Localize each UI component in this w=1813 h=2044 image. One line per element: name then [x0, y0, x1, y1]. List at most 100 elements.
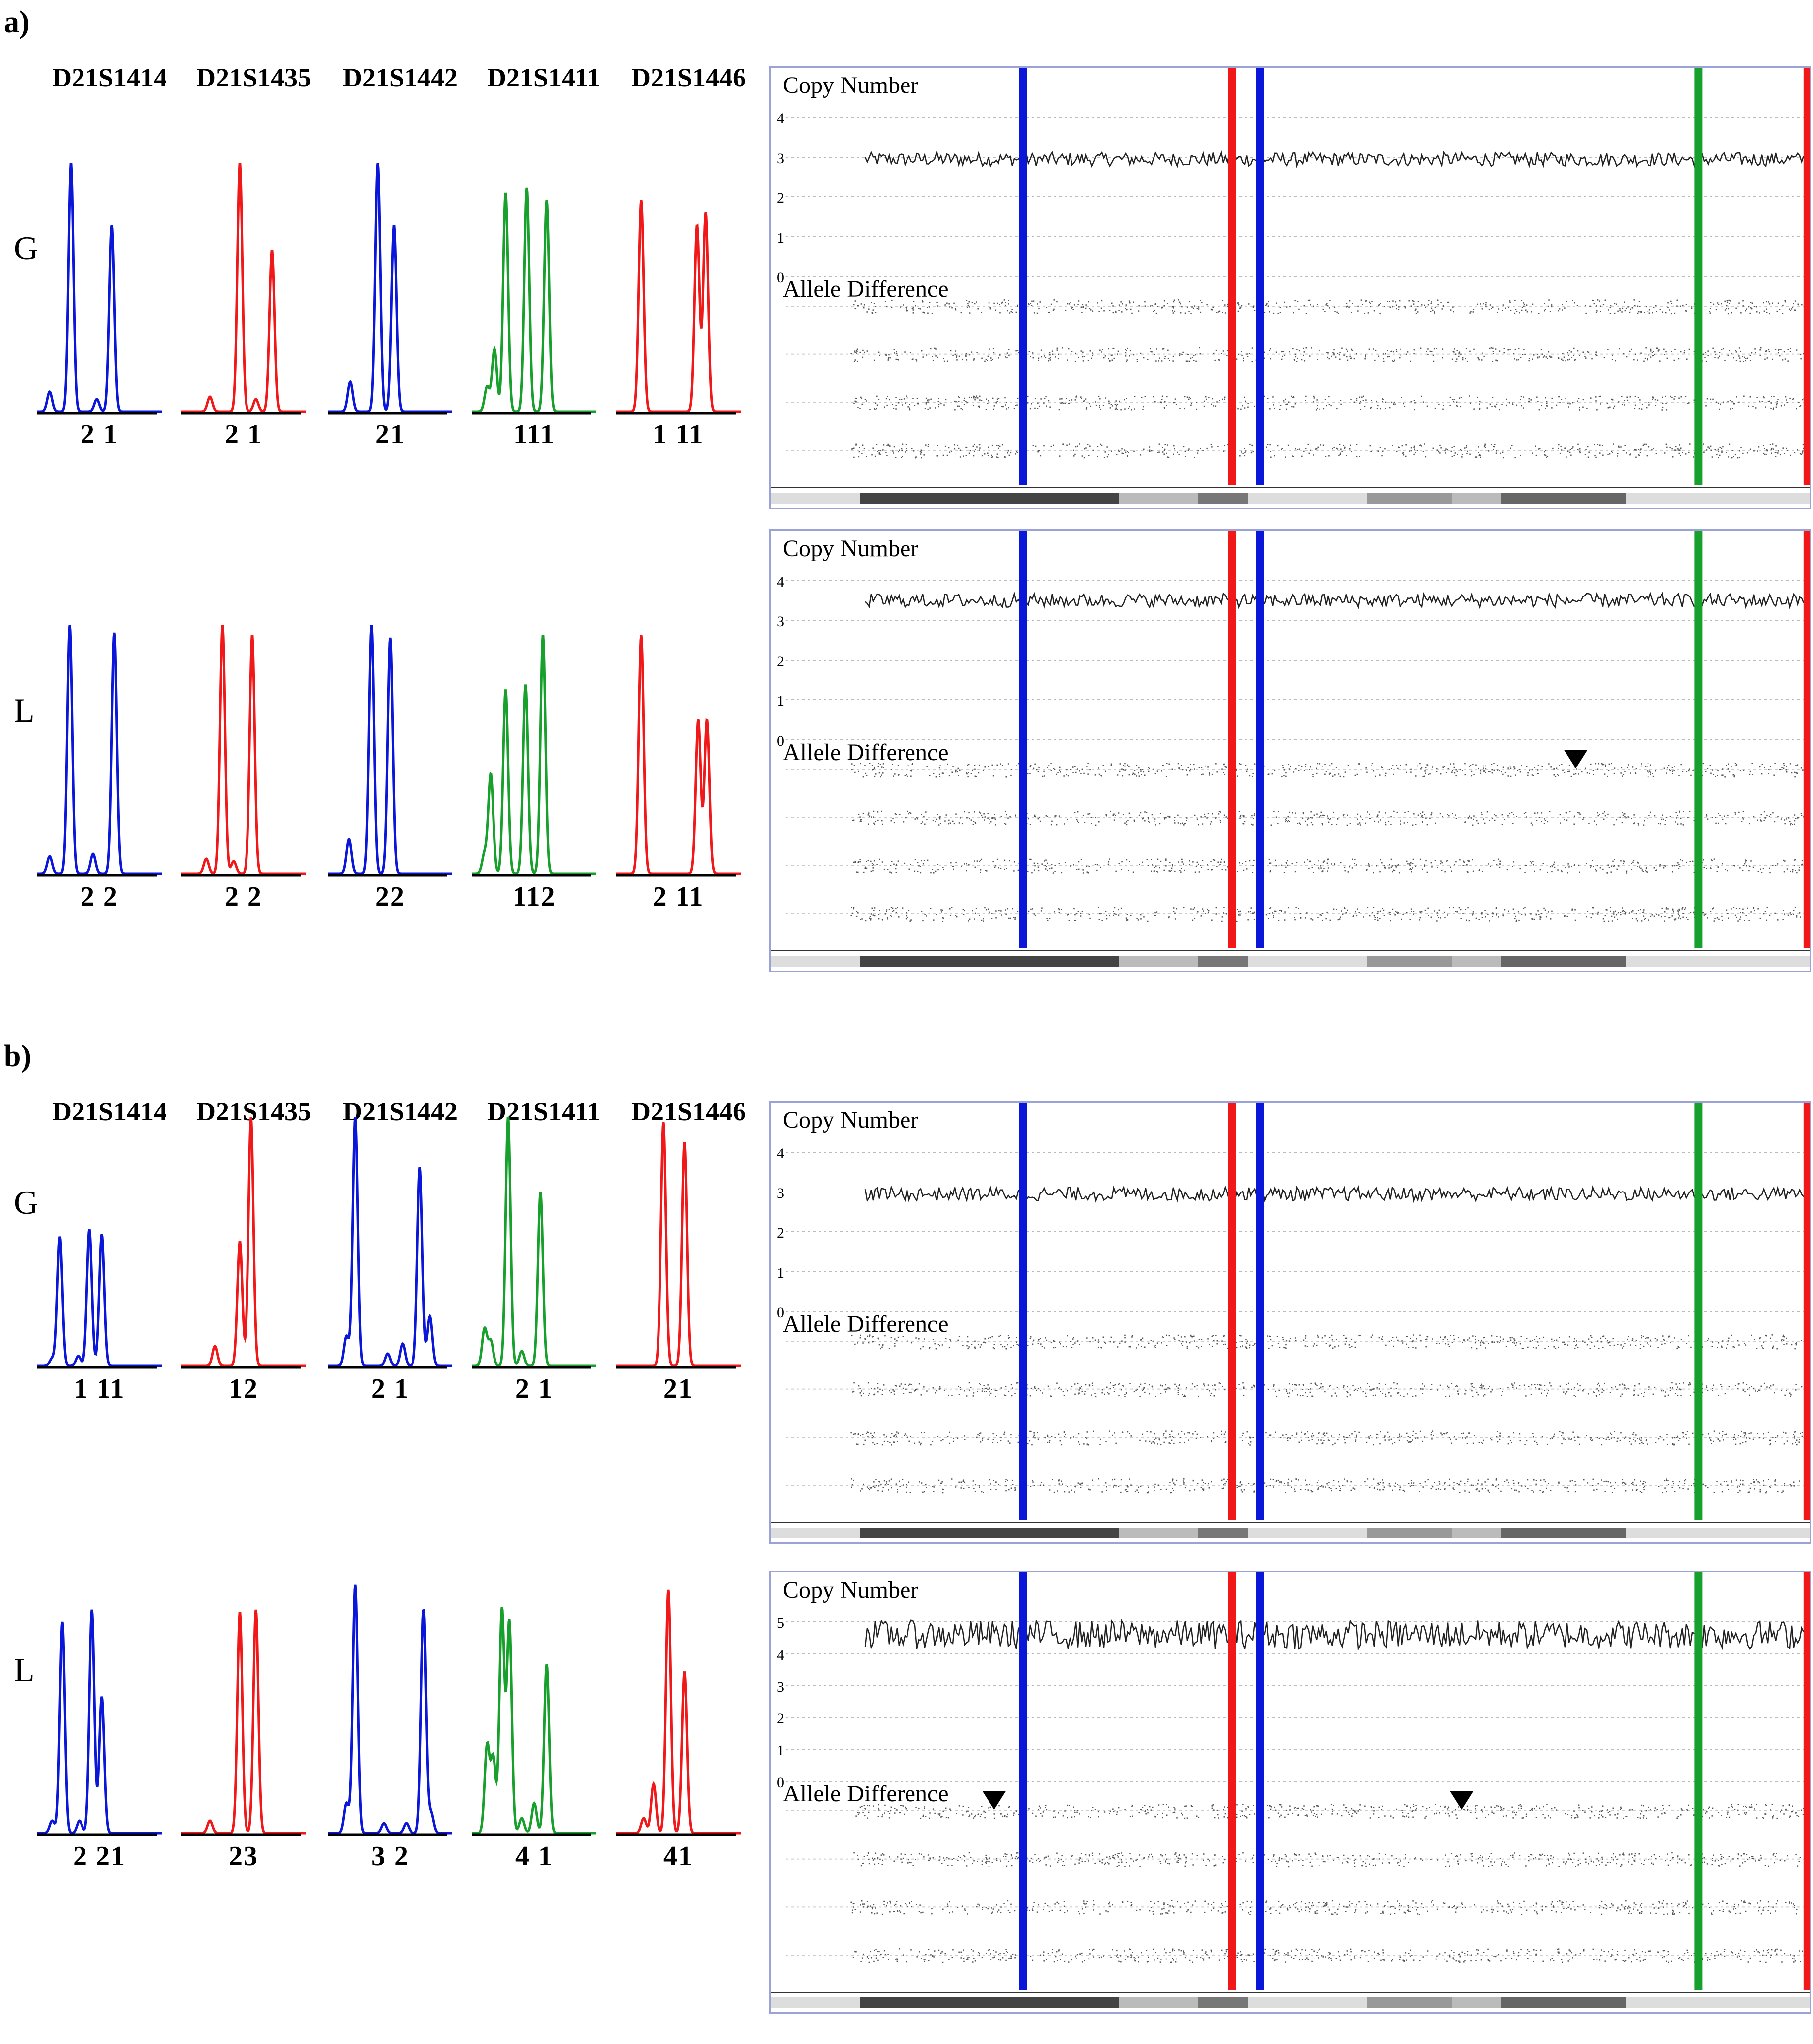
cytoband [1501, 1528, 1626, 1538]
trace-line [181, 1609, 306, 1835]
cn-tick-label: 3 [777, 150, 784, 167]
trace-line [472, 187, 596, 413]
trace-line [181, 625, 306, 875]
allele-label-D21S1414: 2 2 [81, 881, 118, 912]
cn-tick-label: 4 [777, 574, 784, 590]
marker-header-D21S1446: D21S1446 [631, 1097, 746, 1126]
cn-tick-label: 2 [777, 190, 784, 206]
allele-label-D21S1442: 22 [375, 881, 405, 912]
allele-difference-title: Allele Difference [783, 1781, 949, 1807]
marker-position-line-2 [1256, 531, 1264, 948]
cytoband [1119, 1528, 1198, 1538]
cytoband [1198, 1997, 1248, 2008]
trace-line [472, 635, 596, 875]
allele-label-D21S1442: 21 [375, 419, 405, 450]
marker-header-D21S1414: D21S1414 [52, 1097, 167, 1126]
cytoband [1626, 1997, 1810, 2008]
cytoband [1248, 493, 1367, 504]
marker-position-line-0 [1019, 68, 1027, 485]
marker-position-line-4 [1803, 1103, 1810, 1520]
marker-position-line-3 [1694, 1572, 1703, 1990]
allele-label-D21S1435: 2 1 [225, 419, 262, 450]
allele-difference-title: Allele Difference [783, 1311, 949, 1337]
marker-header-D21S1446: D21S1446 [631, 63, 746, 92]
cn-tick-label: 3 [777, 1185, 784, 1201]
cytoband [771, 1528, 860, 1538]
marker-position-line-1 [1228, 68, 1236, 485]
row-label-G: G [14, 1184, 39, 1221]
cn-tick-label: 0 [777, 1774, 784, 1790]
electropherogram-D21S1414 [37, 625, 162, 877]
allele-label-D21S1435: 12 [229, 1373, 258, 1404]
electropherogram-D21S1446 [616, 635, 741, 877]
cytoband [1367, 956, 1452, 967]
allele-label-D21S1414: 2 1 [81, 419, 118, 450]
electropherogram-D21S1442 [328, 1584, 452, 1836]
cytoband [1626, 1528, 1810, 1538]
electropherogram-D21S1446 [616, 200, 741, 415]
cytoband [771, 1997, 860, 2008]
cytoband [1367, 493, 1452, 504]
electropherogram-D21S1411 [472, 635, 596, 877]
cytoband [1452, 493, 1501, 504]
electropherogram-D21S1435 [181, 1609, 306, 1836]
row-label-L: L [14, 1651, 35, 1689]
cytoband [1248, 1997, 1367, 2008]
cn-tick-label: 5 [777, 1615, 784, 1631]
cn-tick-label: 4 [777, 110, 784, 127]
marker-header-D21S1411: D21S1411 [487, 1097, 601, 1126]
cn-tick-label: 0 [777, 733, 784, 749]
electropherogram-D21S1414 [37, 1609, 162, 1836]
trace-line [616, 1122, 741, 1367]
cn-tick-label: 2 [777, 1710, 784, 1727]
section-label-0: a) [4, 5, 30, 39]
marker-header-D21S1442: D21S1442 [343, 63, 458, 92]
electropherogram-D21S1442 [328, 625, 452, 877]
allele-label-D21S1442: 2 1 [371, 1373, 409, 1404]
copy-number-line [864, 150, 1805, 169]
copy-number-line [864, 1185, 1804, 1203]
copy-number-title: Copy Number [783, 1577, 919, 1603]
copy-number-line [864, 1619, 1805, 1651]
cytoband [1198, 1528, 1248, 1538]
cn-tick-label: 1 [777, 693, 784, 709]
trace-line [616, 1589, 741, 1835]
row-label-G: G [14, 229, 39, 267]
cytoband [1119, 493, 1198, 504]
marker-position-line-3 [1694, 531, 1703, 948]
copy-number-title: Copy Number [783, 535, 919, 562]
cn-tick-label: 1 [777, 230, 784, 246]
snp-array-plot: 4 3 2 1 0 [771, 1103, 1810, 1538]
trace-line [328, 625, 452, 875]
allele-label-D21S1435: 23 [229, 1841, 258, 1872]
marker-position-line-2 [1256, 68, 1264, 485]
cytoband [1452, 1528, 1501, 1538]
cn-tick-label: 1 [777, 1742, 784, 1759]
allele-label-D21S1411: 2 1 [515, 1373, 553, 1404]
marker-position-line-0 [1019, 1572, 1027, 1990]
cn-tick-label: 3 [777, 613, 784, 630]
allele-label-D21S1442: 3 2 [371, 1841, 409, 1872]
cn-tick-label: 0 [777, 269, 784, 286]
allele-label-D21S1446: 2 11 [653, 881, 704, 912]
allele-difference-dots [850, 1334, 1806, 1494]
marker-position-line-4 [1803, 1572, 1810, 1990]
marker-position-line-3 [1694, 1103, 1703, 1520]
snp-array-plot: 4 3 2 1 0 [771, 531, 1810, 967]
arrowhead-icon [982, 1791, 1006, 1810]
cytoband [1626, 493, 1810, 504]
marker-position-line-4 [1803, 531, 1810, 948]
cytoband [771, 493, 860, 504]
trace-line [472, 1607, 596, 1835]
marker-position-line-1 [1228, 1103, 1236, 1520]
allele-label-D21S1411: 111 [513, 419, 555, 450]
trace-line [37, 1229, 162, 1367]
electropherogram-D21S1442 [328, 163, 452, 415]
row-label-L: L [14, 691, 35, 729]
allele-label-D21S1435: 2 2 [225, 881, 262, 912]
cytoband [771, 956, 860, 967]
allele-label-D21S1411: 4 1 [515, 1841, 553, 1872]
marker-position-line-2 [1256, 1103, 1264, 1520]
copy-number-title: Copy Number [783, 1107, 919, 1133]
cn-tick-label: 3 [777, 1679, 784, 1695]
